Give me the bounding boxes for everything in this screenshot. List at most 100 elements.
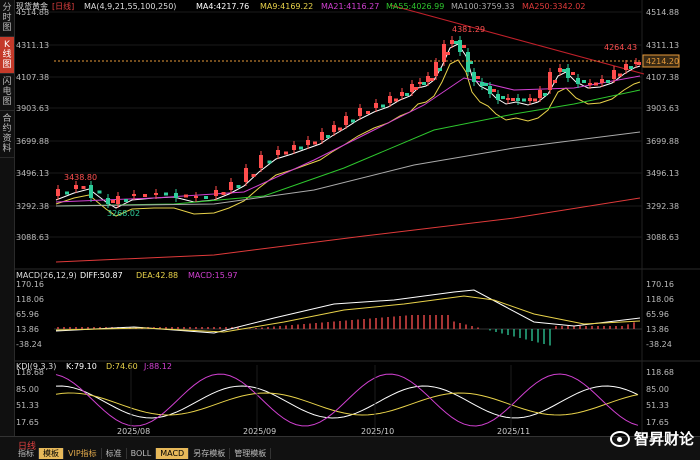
ma21-line xyxy=(55,75,641,203)
macd-tick: -38.24 xyxy=(16,340,42,349)
period-label[interactable]: 日线 xyxy=(18,442,37,452)
macd-tick: 13.86 xyxy=(16,325,39,334)
weibo-icon xyxy=(609,430,630,447)
price-tick: 4514.88 xyxy=(16,8,49,17)
price-tick: 3292.38 xyxy=(16,202,49,211)
ma4-line xyxy=(55,43,641,209)
ma21-value: MA21:4116.27 xyxy=(321,2,379,11)
price-tick-right: 3088.63 xyxy=(646,233,679,242)
ma100-line xyxy=(55,131,641,207)
macd-axis: 170.16 170.16 118.06 118.06 65.96 65.96 13.86 1… xyxy=(16,280,674,349)
kdj-header: KDJ(9,3,3) K:79.10 D:74.60 J:88.12 xyxy=(16,362,172,371)
ma-params: MA(4,9,21,55,100,250) xyxy=(84,2,176,11)
ma100-value: MA100:3759.33 xyxy=(451,2,514,11)
macd-value: MACD:15.97 xyxy=(188,271,238,280)
price-tick: 4107.38 xyxy=(16,73,49,82)
kdj-tick: 51.33 xyxy=(16,401,39,410)
period-tag: [日线] xyxy=(52,1,74,11)
macd-tick-right: 13.86 xyxy=(646,325,669,334)
bottom-tab-6[interactable]: 另存模板 xyxy=(189,448,231,459)
candlestick-series xyxy=(56,36,641,208)
kdj-tick-right: 85.00 xyxy=(646,385,669,394)
ma55-value: MA55:4026.99 xyxy=(386,2,444,11)
macd-diff-line xyxy=(55,289,641,334)
price-tick-right: 4311.13 xyxy=(646,41,679,50)
sidebar-tab-3[interactable]: 合约资料 xyxy=(0,111,14,158)
macd-tick: 118.06 xyxy=(16,295,44,304)
main-panel xyxy=(14,0,700,436)
current-price-label: 4214.20 xyxy=(646,57,679,66)
kdj-d: D:74.60 xyxy=(106,362,138,371)
kdj-series xyxy=(55,373,639,427)
kdj-params: KDJ(9,3,3) xyxy=(16,362,56,371)
bottom-tab-0[interactable]: 指标 xyxy=(14,448,39,459)
kdj-k: K:79.10 xyxy=(66,362,97,371)
kdj-tick: 17.65 xyxy=(16,418,39,427)
price-tick-right: 4514.88 xyxy=(646,8,679,17)
ma9-line xyxy=(55,59,641,217)
macd-diff: DIFF:50.87 xyxy=(80,271,123,280)
price-tick-right: 3699.88 xyxy=(646,137,679,146)
current-price-box xyxy=(642,54,680,68)
macd-dea-line xyxy=(55,295,641,333)
kdj-j-line xyxy=(55,373,639,427)
macd-tick-right: -38.24 xyxy=(646,340,672,349)
price-tick-right: 3292.38 xyxy=(646,202,679,211)
macd-tick: 170.16 xyxy=(16,280,44,289)
time-axis: 2025/08 2025/09 2025/10 2025/11 xyxy=(117,365,530,436)
time-tick: 2025/10 xyxy=(361,427,394,436)
kdj-axis: 118.68 118.68 85.00 85.00 51.33 51.33 17.65 17.… xyxy=(16,368,674,427)
kdj-d-line xyxy=(55,392,639,416)
sidebar-tab-1[interactable]: K线图 xyxy=(0,37,14,74)
kdj-j: J:88.12 xyxy=(143,362,172,371)
price-tick: 3496.13 xyxy=(16,169,49,178)
sidebar: 分时图 K线图 闪电图 合约资料 xyxy=(0,0,15,436)
kdj-tick-right: 118.68 xyxy=(646,368,674,377)
sidebar-tab-2[interactable]: 闪电图 xyxy=(0,74,14,111)
main-header: 现货黄金 [日线] MA(4,9,21,55,100,250) MA4:4217… xyxy=(16,1,585,11)
macd-dea: DEA:42.88 xyxy=(136,271,178,280)
kdj-tick-right: 51.33 xyxy=(646,401,669,410)
symbol-name: 现货黄金 xyxy=(16,1,48,11)
time-tick: 2025/09 xyxy=(243,427,276,436)
price-tick: 3699.88 xyxy=(16,137,49,146)
price-tick-right: 3496.13 xyxy=(646,169,679,178)
price-tick-right: 4107.38 xyxy=(646,73,679,82)
ma250-value: MA250:3342.02 xyxy=(522,2,585,11)
watermark-text: 智昇财论 xyxy=(633,430,694,448)
ma55-line xyxy=(55,89,641,207)
bottom-tab-4[interactable]: BOLL xyxy=(127,448,157,459)
price-tick-right: 3903.63 xyxy=(646,104,679,113)
kdj-tick-right: 17.65 xyxy=(646,418,669,427)
annotation-high-aug: 3438.80 xyxy=(64,173,97,182)
bottom-tab-5[interactable]: MACD xyxy=(156,448,190,459)
annotation-low-aug: 3268.02 xyxy=(107,209,140,218)
chart-area[interactable]: 现货黄金 [日线] MA(4,9,21,55,100,250) MA4:4217… xyxy=(14,0,700,436)
time-tick: 2025/08 xyxy=(117,427,150,436)
ma4-value: MA4:4217.76 xyxy=(196,2,249,11)
kdj-tick: 85.00 xyxy=(16,385,39,394)
annotation-high1: 4381.29 xyxy=(452,25,485,34)
watermark: 智昇财论 xyxy=(609,428,694,449)
macd-series xyxy=(54,289,642,346)
macd-tick-right: 65.96 xyxy=(646,310,669,319)
bottom-tab-7[interactable]: 管理模板 xyxy=(230,448,272,459)
sidebar-tab-0[interactable]: 分时图 xyxy=(0,0,14,37)
macd-tick: 65.96 xyxy=(16,310,39,319)
macd-header: MACD(26,12,9) DIFF:50.87 DEA:42.88 MACD:… xyxy=(16,271,238,280)
price-axis: 4514.88 4514.88 4311.13 4311.13 4107.38 4107.… xyxy=(16,8,679,242)
kdj-k-line xyxy=(55,385,639,419)
macd-tick-right: 118.06 xyxy=(646,295,674,304)
bottom-tab-1[interactable]: 模板 xyxy=(39,448,64,459)
annotation-high2: 4264.43 xyxy=(604,43,637,52)
price-tick: 3903.63 xyxy=(16,104,49,113)
macd-params: MACD(26,12,9) xyxy=(16,271,77,280)
time-tick: 2025/11 xyxy=(497,427,530,436)
ma9-value: MA9:4169.22 xyxy=(260,2,313,11)
trend-line xyxy=(389,4,645,75)
ma250-line xyxy=(55,197,641,263)
kdj-tick: 118.68 xyxy=(16,368,44,377)
bottom-tab-2[interactable]: VIP指标 xyxy=(64,448,102,459)
price-tick: 4311.13 xyxy=(16,41,49,50)
bottom-tab-3[interactable]: 标准 xyxy=(102,448,127,459)
